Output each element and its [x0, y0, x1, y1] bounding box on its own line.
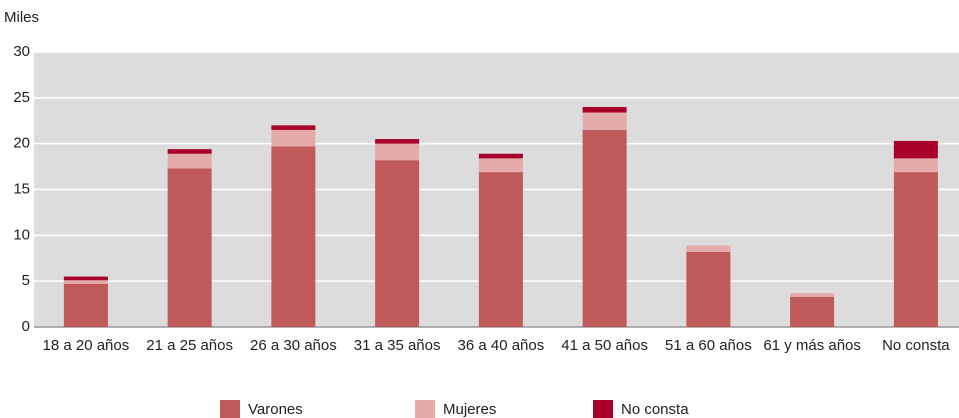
bar-segment [271, 125, 316, 130]
bar-segment [63, 276, 108, 281]
bar-segment [582, 112, 627, 130]
bar-segment [375, 143, 420, 161]
x-tick-label: 61 y más años [763, 337, 861, 354]
legend-label: Mujeres [443, 401, 496, 418]
bar-segment [375, 160, 420, 327]
x-tick-label: 26 a 30 años [250, 337, 337, 354]
x-tick-label: 41 a 50 años [561, 337, 648, 354]
bar-segment [167, 149, 212, 154]
bar-segment [790, 293, 835, 297]
x-tick-label: 18 a 20 años [43, 337, 130, 354]
bar-segment [893, 140, 938, 159]
bar-segment [63, 280, 108, 284]
x-tick-label: 51 a 60 años [665, 337, 752, 354]
bar-segment [375, 139, 420, 144]
x-tick-label: 21 a 25 años [146, 337, 233, 354]
bar-segment [167, 168, 212, 327]
bar-segment [893, 172, 938, 327]
legend-label: No consta [621, 401, 689, 418]
bar-segment [271, 146, 316, 327]
bar-segment [478, 153, 523, 159]
bar-segment [478, 172, 523, 327]
bar-segment [63, 283, 108, 327]
bar-segment [686, 245, 731, 252]
legend-swatch [415, 400, 435, 418]
y-axis-label: Miles [4, 9, 39, 26]
bar-segment [167, 153, 212, 169]
legend-label: Varones [248, 401, 303, 418]
y-tick-label: 15 [13, 180, 30, 197]
y-tick-label: 25 [13, 89, 30, 106]
y-tick-label: 5 [22, 272, 30, 289]
x-tick-label: 31 a 35 años [354, 337, 441, 354]
y-tick-label: 10 [13, 226, 30, 243]
y-tick-label: 0 [22, 318, 30, 335]
bar-segment [478, 158, 523, 173]
y-tick-label: 20 [13, 135, 30, 152]
bar-segment [582, 129, 627, 327]
bar-segment [271, 129, 316, 147]
bar-segment [893, 158, 938, 173]
bar-segment [790, 296, 835, 327]
x-tick-label: 36 a 40 años [458, 337, 545, 354]
x-tick-label: No consta [882, 337, 950, 354]
legend-swatch [220, 400, 240, 418]
bar-segment [686, 251, 731, 327]
y-tick-label: 30 [13, 43, 30, 60]
legend-swatch [593, 400, 613, 418]
bar-segment [582, 107, 627, 113]
